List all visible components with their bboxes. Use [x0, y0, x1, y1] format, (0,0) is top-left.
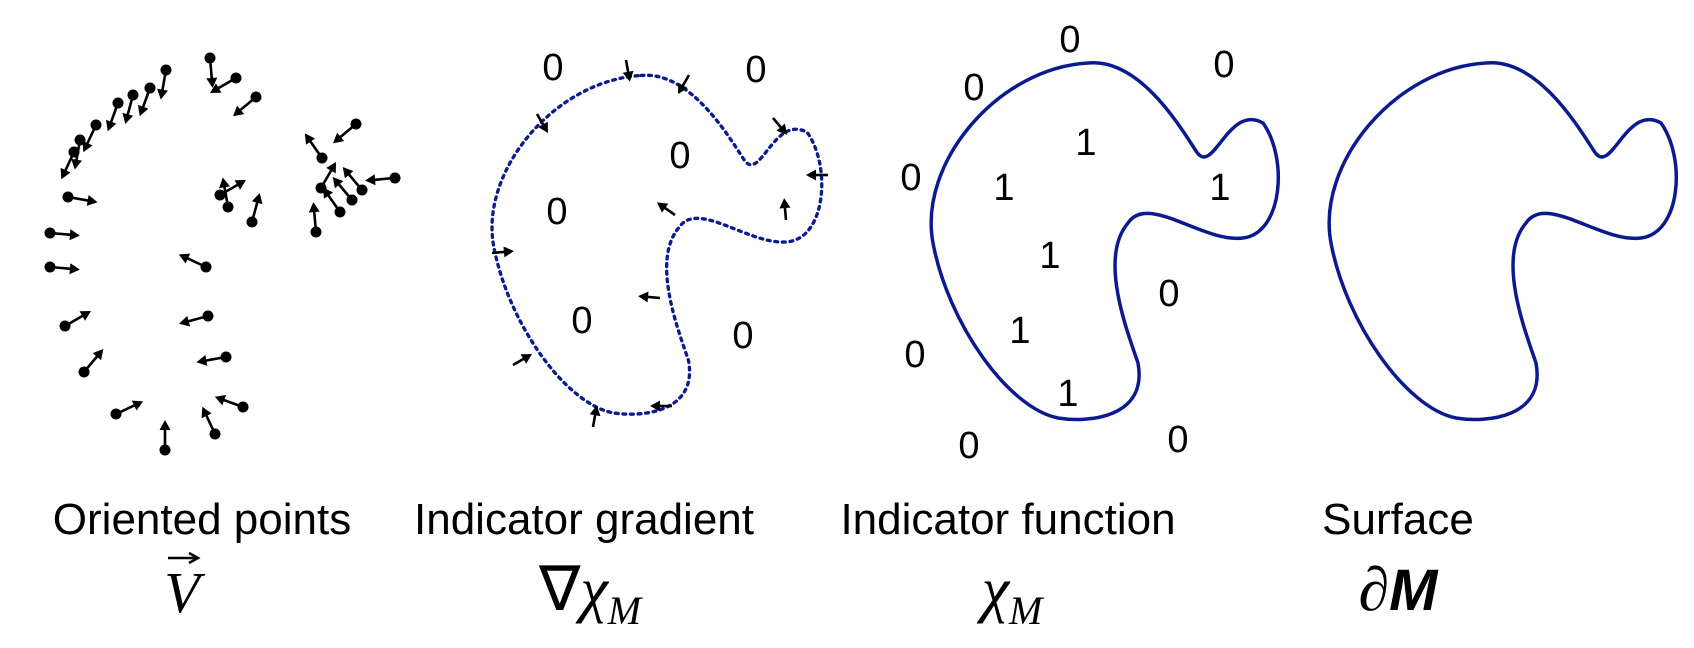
oriented-point-8 — [82, 119, 102, 153]
oriented-point-13 — [44, 261, 80, 275]
inside-one-6: 1 — [1057, 373, 1078, 415]
gradient-zero-2: 0 — [745, 49, 766, 91]
gradient-arrow-6 — [779, 198, 791, 221]
outside-zero-3: 0 — [963, 67, 984, 109]
oriented-point-17 — [178, 253, 212, 273]
oriented-point-28 — [365, 172, 401, 186]
oriented-point-21 — [201, 406, 221, 440]
oriented-point-7 — [105, 97, 124, 132]
oriented-point-26 — [304, 133, 328, 164]
gradient-arrow-1 — [622, 59, 634, 82]
outside-zero-2: 0 — [1213, 44, 1234, 86]
outside-zero-8: 0 — [1167, 419, 1188, 461]
gradient-arrow-3 — [535, 113, 548, 134]
gradient-zero-5: 0 — [571, 300, 592, 342]
oriented-point-25 — [59, 311, 91, 332]
oriented-point-5 — [137, 82, 156, 117]
gradient-arrow-4 — [772, 117, 788, 135]
title-oriented-points: Oriented points — [53, 495, 351, 544]
oriented-point-16 — [214, 180, 246, 201]
oriented-point-30 — [332, 177, 358, 206]
oriented-point-27 — [333, 118, 362, 144]
oriented-point-24 — [78, 349, 104, 378]
oriented-point-22 — [159, 420, 171, 456]
gradient-arrow-11 — [589, 405, 601, 428]
symbol-v: V — [164, 560, 206, 625]
symbol-chi-m: χM — [977, 556, 1045, 633]
gradient-arrow-9 — [491, 246, 514, 258]
oriented-point-20 — [214, 394, 249, 413]
oriented-point-31 — [322, 187, 346, 218]
oriented-point-4 — [157, 64, 172, 100]
gradient-zero-3: 0 — [669, 135, 690, 177]
oriented-point-11 — [62, 191, 98, 206]
oriented-point-1 — [204, 52, 218, 88]
outside-zero-7: 0 — [958, 425, 979, 467]
oriented-points-figure — [44, 52, 401, 456]
indicator-gradient-figure: 0 0 0 0 0 0 — [490, 47, 828, 428]
inside-one-1: 1 — [1075, 122, 1096, 164]
oriented-point-10 — [60, 146, 80, 180]
gradient-arrow-7 — [656, 202, 676, 217]
title-surface: Surface — [1322, 495, 1474, 544]
inside-one-3: 1 — [1209, 167, 1230, 209]
inside-one-4: 1 — [1039, 235, 1060, 277]
oriented-point-15 — [246, 193, 263, 228]
gradient-arrow-5 — [806, 169, 828, 181]
oriented-point-18 — [179, 310, 214, 327]
gradient-zero-4: 0 — [546, 191, 567, 233]
outside-zero-6: 0 — [1158, 273, 1179, 315]
title-indicator-function: Indicator function — [840, 495, 1175, 544]
oriented-point-3 — [210, 72, 242, 93]
oriented-point-23 — [110, 400, 144, 420]
surface-curve — [1327, 60, 1679, 422]
inside-one-5: 1 — [1009, 310, 1030, 352]
gradient-arrow-2 — [678, 74, 691, 95]
indicator-boundary-curve — [929, 60, 1281, 422]
gradient-zero-6: 0 — [732, 315, 753, 357]
gradient-arrow-8 — [638, 291, 661, 303]
oriented-point-6 — [122, 89, 139, 124]
oriented-point-32 — [308, 202, 322, 238]
outside-zero-1: 0 — [1059, 19, 1080, 61]
oriented-point-2 — [233, 91, 262, 117]
title-indicator-gradient: Indicator gradient — [414, 495, 754, 544]
symbol-grad-chi-m: ∇χM — [538, 556, 644, 633]
oriented-point-29 — [342, 167, 368, 196]
gradient-zero-labels: 0 0 0 0 0 0 — [542, 47, 766, 357]
oriented-point-19 — [196, 351, 232, 366]
gradient-zero-1: 0 — [542, 47, 563, 89]
oriented-point-14 — [219, 177, 234, 213]
gradient-arrow-10 — [512, 354, 533, 367]
symbol-partial-m: ∂M — [1359, 556, 1440, 624]
outside-zero-4: 0 — [900, 157, 921, 199]
outside-zero-5: 0 — [904, 334, 925, 376]
inside-one-2: 1 — [993, 167, 1014, 209]
oriented-point-12 — [44, 227, 80, 241]
surface-figure — [1327, 60, 1679, 422]
symbol-vector-v: V — [164, 551, 206, 625]
oriented-point-33 — [315, 162, 336, 194]
gradient-arrow-12 — [650, 400, 672, 412]
gradient-arrows — [491, 59, 828, 428]
